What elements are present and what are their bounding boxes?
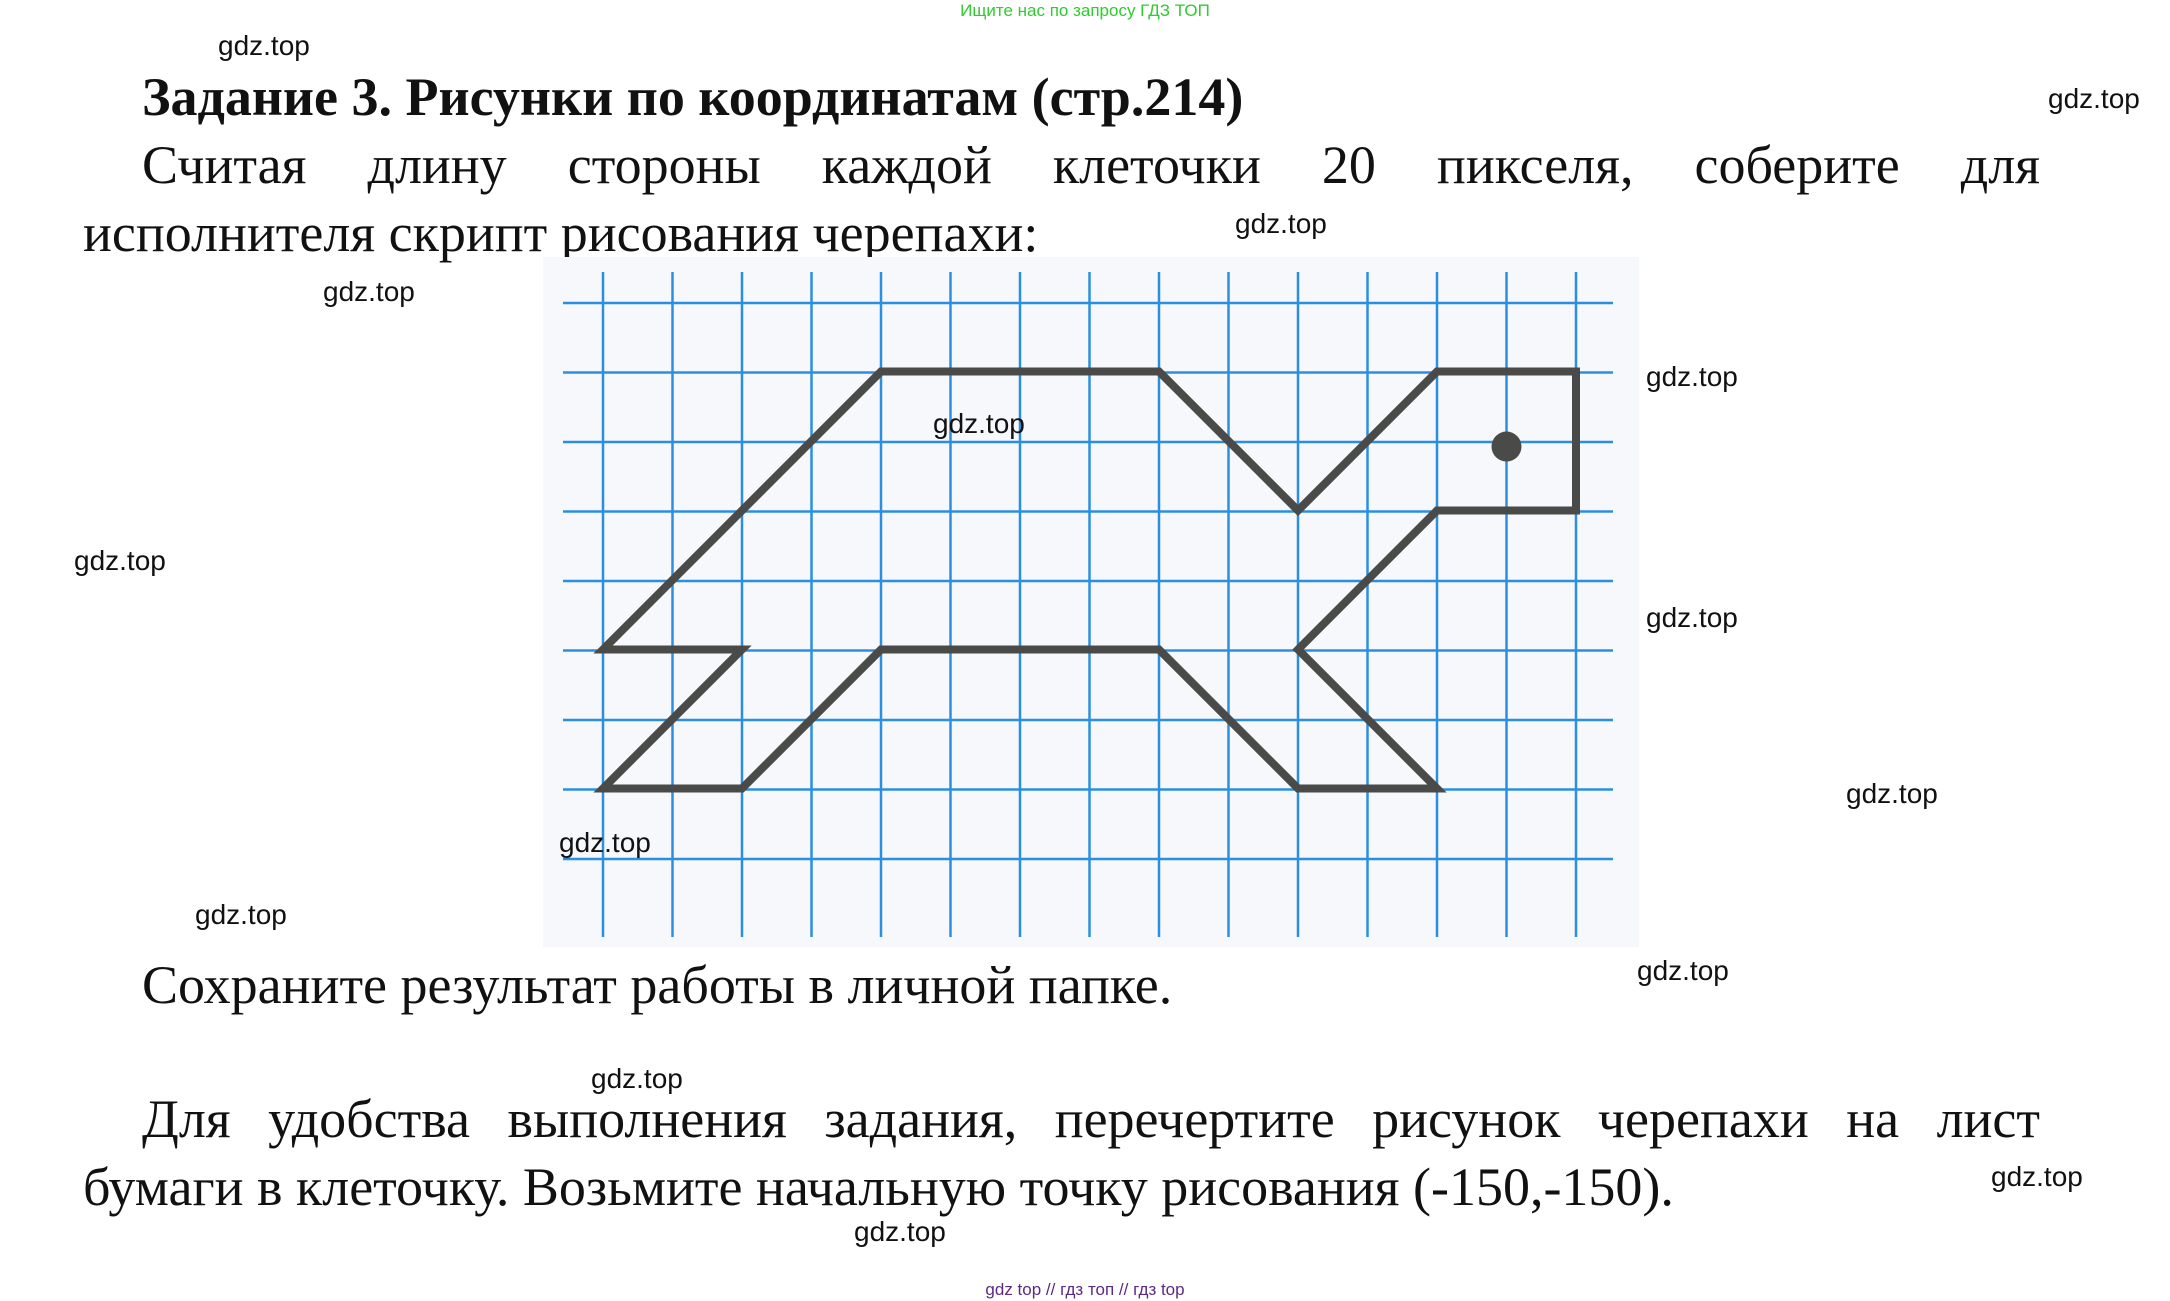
watermark: gdz.top <box>1646 602 1738 633</box>
footer-links[interactable]: gdz top // гдз топ // гдз top <box>985 1280 1185 1299</box>
watermark: gdz.top <box>218 30 310 61</box>
watermark: gdz.top <box>933 408 1025 439</box>
search-banner[interactable]: Ищите нас по запросу ГДЗ ТОП <box>960 1 1210 20</box>
task-title: Задание 3. Рисунки по координатам (стр.2… <box>142 67 1244 127</box>
paragraph-1-line-1: Считая длину стороны каждой клеточки 20 … <box>142 135 2040 195</box>
watermark: gdz.top <box>1991 1161 2083 1192</box>
watermark: gdz.top <box>323 276 415 307</box>
turtle-drawing <box>563 272 1613 937</box>
watermark: gdz.top <box>195 899 287 930</box>
paragraph-1-line-2: исполнителя скрипт рисования черепахи: <box>83 203 1039 263</box>
paragraph-3-line-1: Для удобства выполнения задания, перечер… <box>142 1089 2040 1149</box>
turtle-grid-figure <box>543 257 1639 947</box>
watermark: gdz.top <box>854 1216 946 1247</box>
watermark: gdz.top <box>591 1063 683 1094</box>
watermark: gdz.top <box>2048 83 2140 114</box>
paragraph-3-line-2: бумаги в клеточку. Возьмите начальную то… <box>83 1157 1674 1217</box>
watermark: gdz.top <box>559 827 651 858</box>
turtle-outline <box>593 367 1580 793</box>
watermark: gdz.top <box>1846 778 1938 809</box>
watermark: gdz.top <box>1235 208 1327 239</box>
paragraph-2: Сохраните результат работы в личной папк… <box>142 955 1173 1015</box>
turtle-eye <box>1491 431 1522 462</box>
watermark: gdz.top <box>74 545 166 576</box>
watermark: gdz.top <box>1646 361 1738 392</box>
watermark: gdz.top <box>1637 955 1729 986</box>
